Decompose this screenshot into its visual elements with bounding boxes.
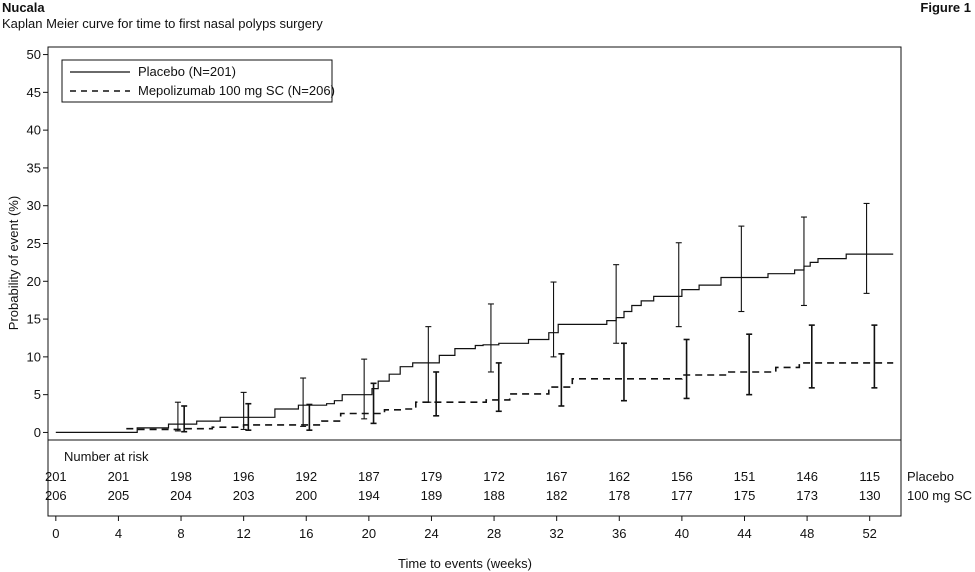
risk-table-cell: 203 xyxy=(233,488,255,503)
error-bar-mepolizumab xyxy=(181,405,188,433)
risk-table-title: Number at risk xyxy=(64,449,149,464)
x-tick-label: 4 xyxy=(115,526,122,541)
y-tick-label: 50 xyxy=(27,47,41,62)
x-tick-label: 48 xyxy=(800,526,814,541)
error-bar-mepolizumab xyxy=(808,324,815,389)
x-tick-label: 44 xyxy=(737,526,751,541)
error-bar-placebo xyxy=(738,225,745,313)
error-bar-placebo xyxy=(800,216,807,307)
legend-label-placebo: Placebo (N=201) xyxy=(138,64,236,79)
error-bar-placebo xyxy=(361,358,368,420)
legend: Placebo (N=201) Mepolizumab 100 mg SC (N… xyxy=(61,59,335,103)
error-bar-placebo xyxy=(487,303,494,373)
error-bar-mepolizumab xyxy=(495,362,502,413)
error-bar-placebo xyxy=(425,326,432,403)
legend-label-mepolizumab: Mepolizumab 100 mg SC (N=206) xyxy=(138,83,335,98)
error-bar-placebo xyxy=(240,391,247,430)
error-bar-mepolizumab xyxy=(306,403,313,431)
risk-table-cell: 201 xyxy=(108,469,130,484)
risk-table-row-label: 100 mg SC xyxy=(907,488,972,503)
x-tick-label: 0 xyxy=(52,526,59,541)
risk-table-cell: 156 xyxy=(671,469,693,484)
error-bar-mepolizumab xyxy=(433,371,440,417)
x-tick-label: 40 xyxy=(675,526,689,541)
x-tick-label: 16 xyxy=(299,526,313,541)
x-tick-label: 20 xyxy=(362,526,376,541)
risk-table-cell: 198 xyxy=(170,469,192,484)
risk-table-cell: 204 xyxy=(170,488,192,503)
risk-table-cell: 201 xyxy=(45,469,67,484)
risk-table-row-label: Placebo xyxy=(907,469,954,484)
x-tick-label: 36 xyxy=(612,526,626,541)
risk-table-cell: 179 xyxy=(421,469,443,484)
risk-table-cell: 178 xyxy=(608,488,630,503)
y-axis-label: Probability of event (%) xyxy=(6,196,21,330)
y-tick-label: 45 xyxy=(27,85,41,100)
risk-table-cell: 177 xyxy=(671,488,693,503)
x-tick-label: 52 xyxy=(862,526,876,541)
legend-box xyxy=(61,59,333,103)
x-tick-label: 28 xyxy=(487,526,501,541)
risk-table-cell: 115 xyxy=(859,469,880,484)
risk-table-cell: 189 xyxy=(421,488,443,503)
error-bar-placebo xyxy=(863,202,870,294)
risk-table-cell: 130 xyxy=(859,488,881,503)
brand-name: Nucala xyxy=(2,0,45,15)
error-bar-placebo xyxy=(613,264,620,344)
risk-table-cell: 172 xyxy=(483,469,505,484)
error-bar-mepolizumab xyxy=(871,324,878,389)
error-bar-mepolizumab xyxy=(370,382,377,425)
error-bar-placebo xyxy=(174,401,181,432)
risk-table-cell: 182 xyxy=(546,488,568,503)
risk-table-cell: 188 xyxy=(483,488,505,503)
x-axis-label: Time to events (weeks) xyxy=(398,556,532,571)
risk-table-cell: 200 xyxy=(295,488,317,503)
chart-subtitle: Kaplan Meier curve for time to first nas… xyxy=(2,16,323,31)
risk-table-cell: 162 xyxy=(608,469,630,484)
x-tick-label: 12 xyxy=(236,526,250,541)
series-line-mepolizumab xyxy=(126,362,894,431)
error-bar-mepolizumab xyxy=(558,353,565,407)
error-bar-placebo xyxy=(300,377,307,427)
risk-table-cell: 206 xyxy=(45,488,67,503)
x-tick-label: 8 xyxy=(177,526,184,541)
y-tick-label: 10 xyxy=(27,349,41,364)
y-tick-label: 0 xyxy=(34,425,41,440)
error-bar-mepolizumab xyxy=(746,333,753,396)
risk-table-cell: 146 xyxy=(796,469,818,484)
risk-table-frame xyxy=(47,439,902,517)
y-tick-label: 30 xyxy=(27,198,41,213)
error-bar-mepolizumab xyxy=(683,338,690,400)
error-bar-mepolizumab xyxy=(620,342,627,402)
figure-label: Figure 1 xyxy=(920,0,971,15)
risk-table-cell: 187 xyxy=(358,469,380,484)
x-tick-label: 24 xyxy=(424,526,438,541)
x-tick-label: 32 xyxy=(549,526,563,541)
risk-table-cell: 205 xyxy=(108,488,130,503)
error-bar-placebo xyxy=(675,242,682,328)
y-tick-label: 40 xyxy=(27,123,41,138)
risk-table-cell: 192 xyxy=(295,469,317,484)
risk-table-cell: 173 xyxy=(796,488,818,503)
plot-frame xyxy=(47,46,902,441)
y-tick-label: 15 xyxy=(27,312,41,327)
y-tick-label: 25 xyxy=(27,236,41,251)
error-bar-placebo xyxy=(550,281,557,358)
y-tick-label: 35 xyxy=(27,160,41,175)
y-tick-label: 20 xyxy=(27,274,41,289)
risk-table-cell: 194 xyxy=(358,488,380,503)
risk-table-cell: 175 xyxy=(734,488,756,503)
y-tick-label: 5 xyxy=(34,387,41,402)
series-line-placebo xyxy=(55,253,894,433)
error-bar-mepolizumab xyxy=(245,402,252,431)
y-axis-label-group: Probability of event (%) xyxy=(6,196,21,330)
risk-table-cell: 151 xyxy=(734,469,756,484)
risk-table-cell: 167 xyxy=(546,469,568,484)
risk-table-cell: 196 xyxy=(233,469,255,484)
